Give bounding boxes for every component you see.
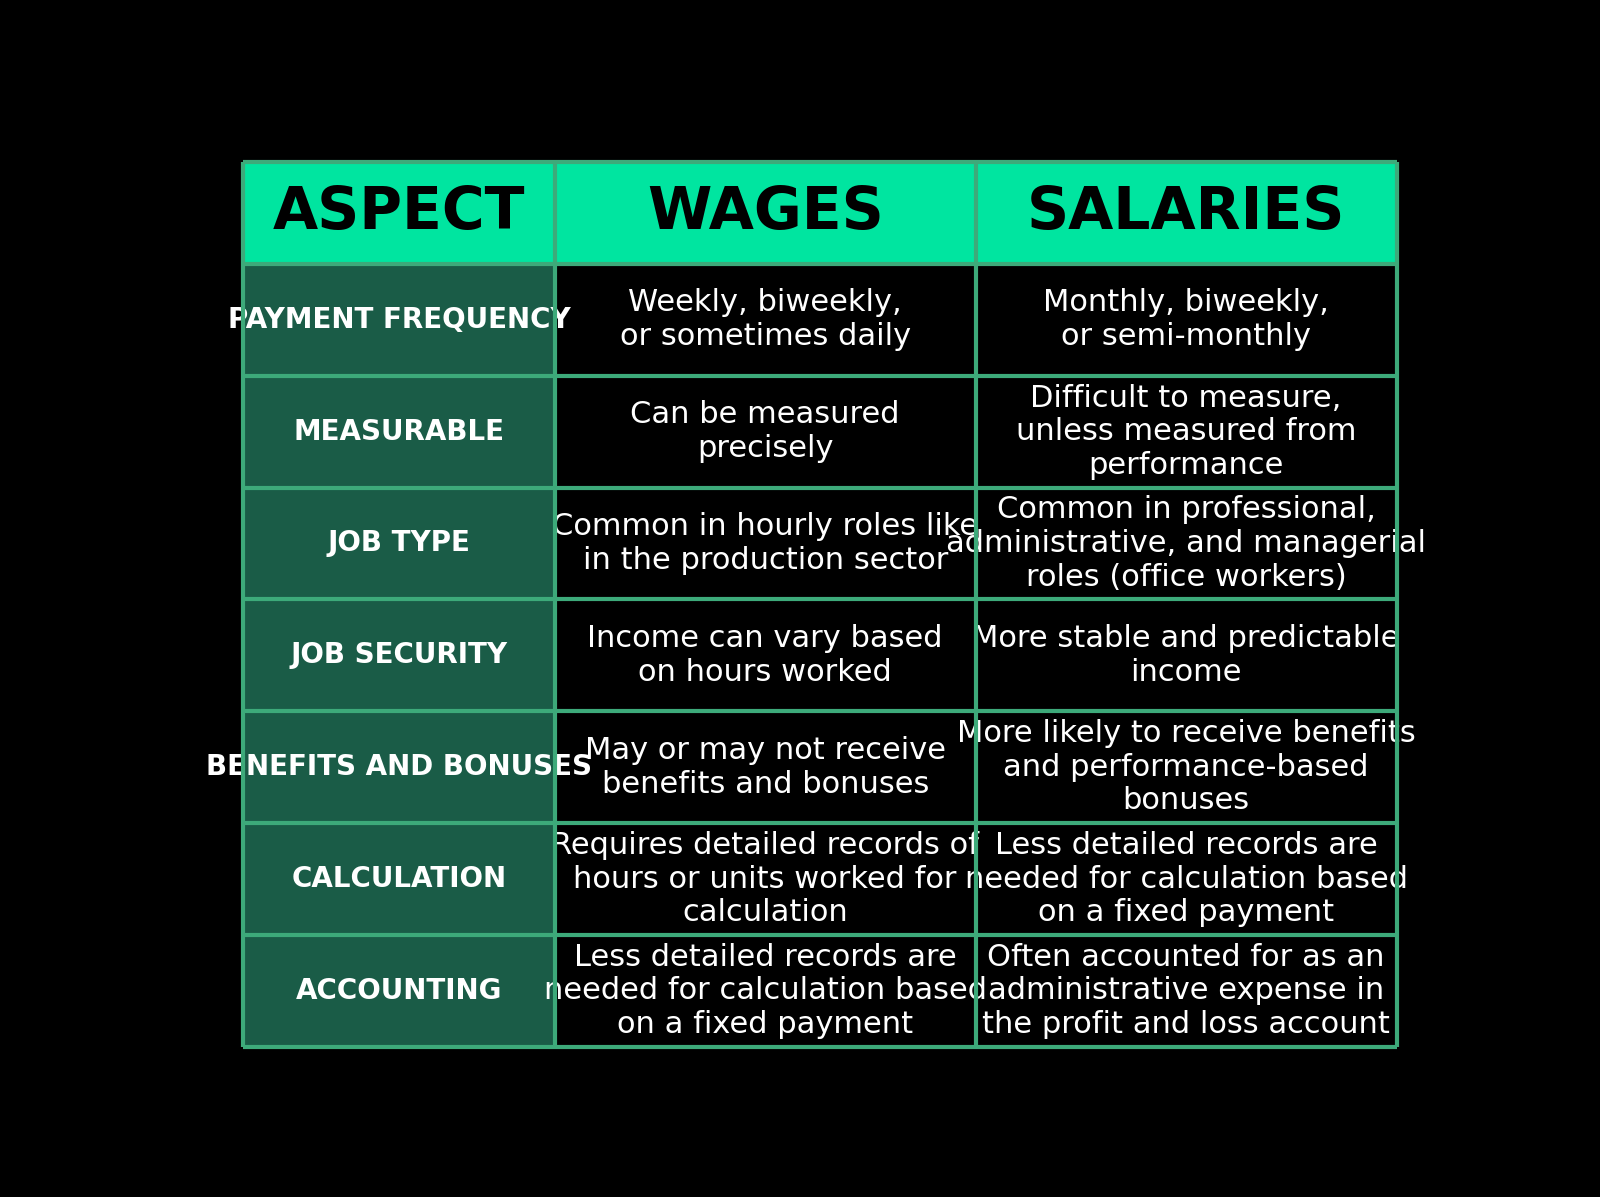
Bar <box>555 162 976 263</box>
Bar <box>976 824 1397 935</box>
Bar <box>976 600 1397 711</box>
Text: CALCULATION: CALCULATION <box>291 865 507 893</box>
Text: More likely to receive benefits
and performance-based
bonuses: More likely to receive benefits and perf… <box>957 719 1416 815</box>
Text: Monthly, biweekly,
or semi-monthly: Monthly, biweekly, or semi-monthly <box>1043 288 1330 351</box>
Text: Common in hourly roles like
in the production sector: Common in hourly roles like in the produ… <box>552 512 978 575</box>
Bar <box>555 263 976 376</box>
Bar <box>555 600 976 711</box>
Bar <box>976 162 1397 263</box>
Bar <box>243 824 555 935</box>
Text: ACCOUNTING: ACCOUNTING <box>296 977 502 1005</box>
Text: Income can vary based
on hours worked: Income can vary based on hours worked <box>587 624 942 687</box>
Bar <box>555 487 976 600</box>
Bar <box>243 263 555 376</box>
Text: Requires detailed records of
hours or units worked for
calculation: Requires detailed records of hours or un… <box>552 831 979 928</box>
Text: Less detailed records are
needed for calculation based
on a fixed payment: Less detailed records are needed for cal… <box>965 831 1408 928</box>
Bar <box>555 711 976 824</box>
Bar <box>243 162 555 263</box>
Text: BENEFITS AND BONUSES: BENEFITS AND BONUSES <box>206 753 592 782</box>
Bar <box>976 487 1397 600</box>
Bar <box>243 600 555 711</box>
Bar <box>555 824 976 935</box>
Text: Can be measured
precisely: Can be measured precisely <box>630 400 899 463</box>
Bar <box>243 935 555 1047</box>
Bar <box>976 376 1397 487</box>
Text: WAGES: WAGES <box>646 184 883 242</box>
Text: MEASURABLE: MEASURABLE <box>293 418 504 445</box>
Bar <box>976 935 1397 1047</box>
Text: Weekly, biweekly,
or sometimes daily: Weekly, biweekly, or sometimes daily <box>619 288 910 351</box>
Bar <box>976 711 1397 824</box>
Text: May or may not receive
benefits and bonuses: May or may not receive benefits and bonu… <box>584 736 946 798</box>
Text: Common in professional,
administrative, and managerial
roles (office workers): Common in professional, administrative, … <box>946 496 1426 591</box>
Bar <box>555 376 976 487</box>
Text: SALARIES: SALARIES <box>1027 184 1346 242</box>
Bar <box>243 711 555 824</box>
Text: Less detailed records are
needed for calculation based
on a fixed payment: Less detailed records are needed for cal… <box>544 943 987 1039</box>
Bar <box>243 376 555 487</box>
Bar <box>243 487 555 600</box>
Text: Often accounted for as an
administrative expense in
the profit and loss account: Often accounted for as an administrative… <box>982 943 1390 1039</box>
Text: PAYMENT FREQUENCY: PAYMENT FREQUENCY <box>227 305 571 334</box>
Text: More stable and predictable
income: More stable and predictable income <box>973 624 1400 687</box>
Bar <box>976 263 1397 376</box>
Bar <box>555 935 976 1047</box>
Text: Difficult to measure,
unless measured from
performance: Difficult to measure, unless measured fr… <box>1016 383 1357 480</box>
Text: ASPECT: ASPECT <box>274 184 525 242</box>
Text: JOB TYPE: JOB TYPE <box>328 529 470 558</box>
Text: JOB SECURITY: JOB SECURITY <box>291 642 507 669</box>
